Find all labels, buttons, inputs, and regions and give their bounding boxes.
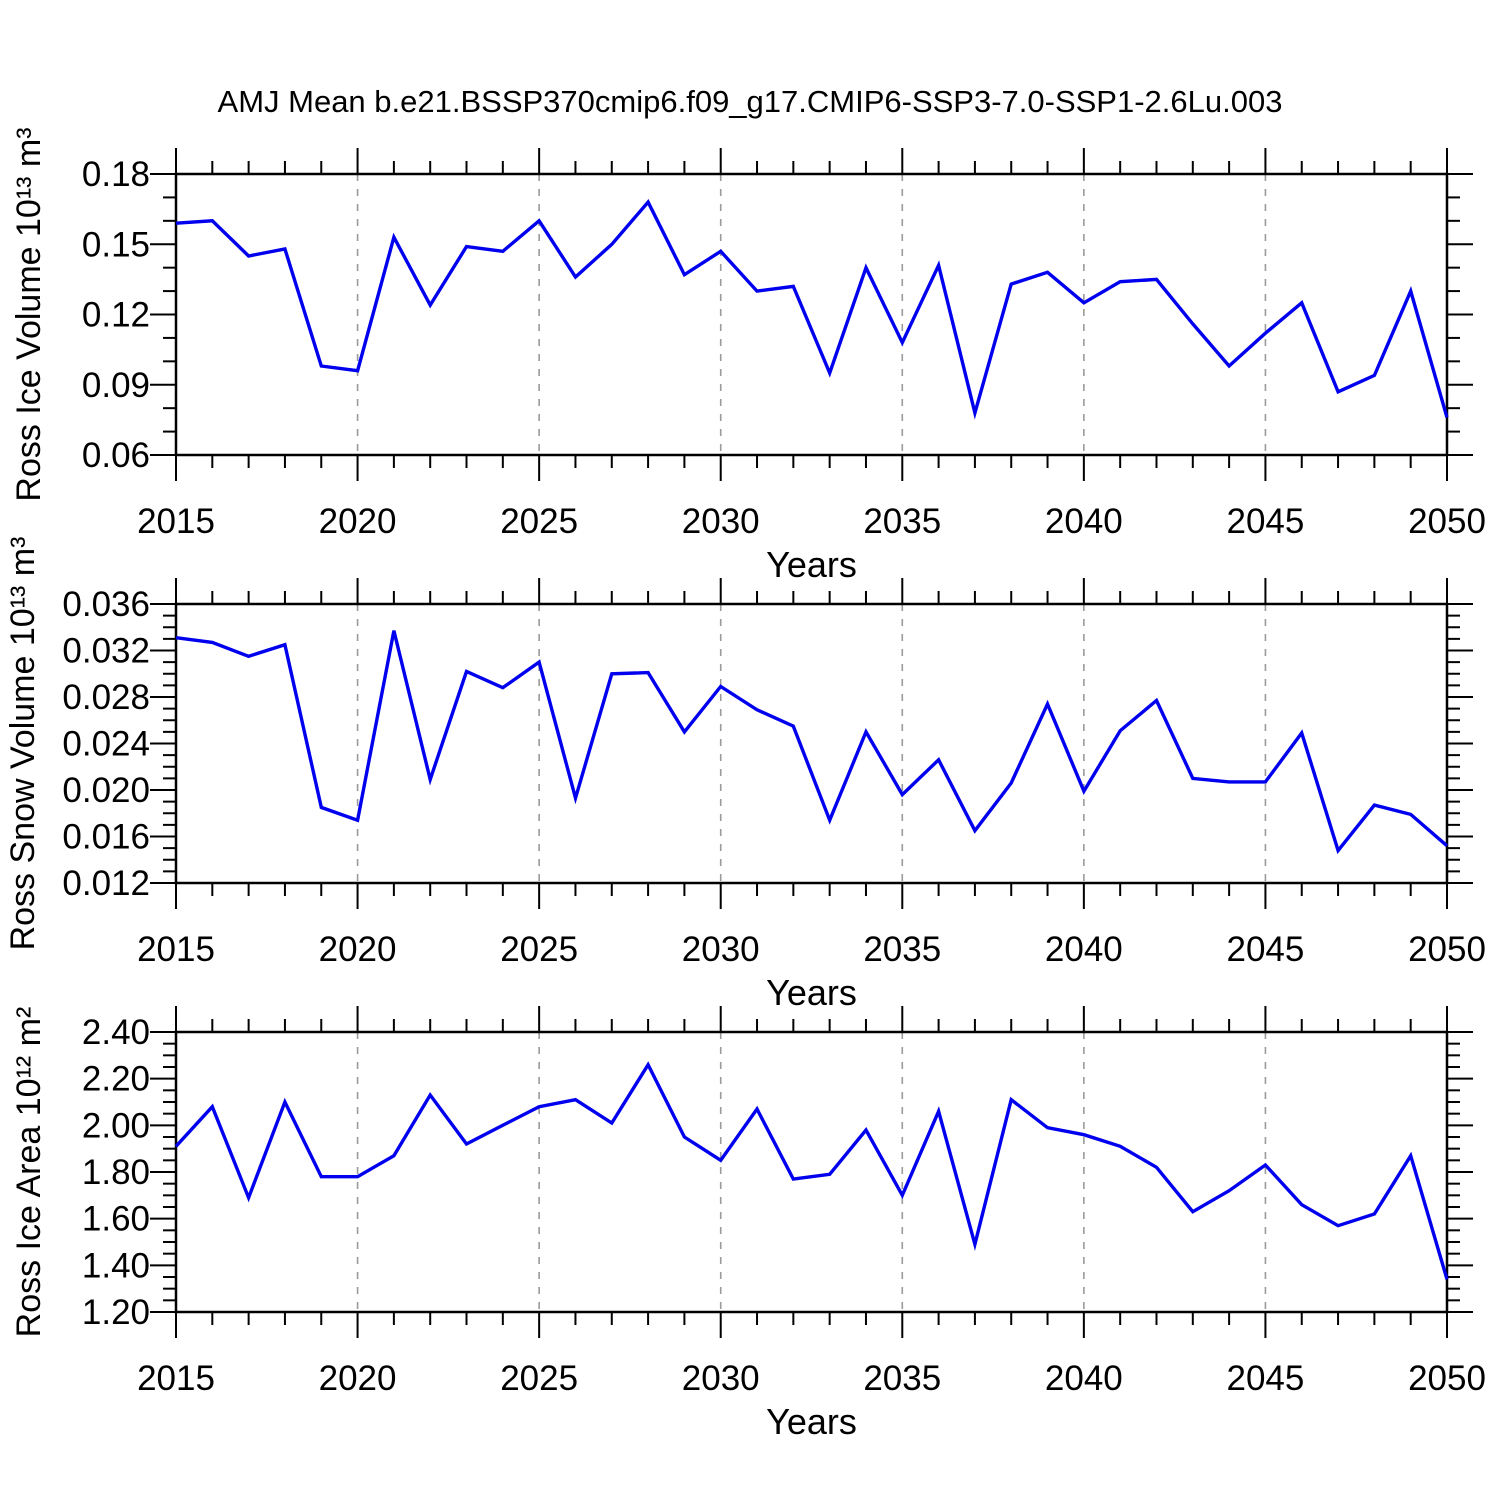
y-ticks [150,173,1473,456]
svg-text:2025: 2025 [500,930,578,969]
svg-text:1.20: 1.20 [82,1293,150,1332]
svg-text:1.60: 1.60 [82,1200,150,1239]
svg-text:2.00: 2.00 [82,1106,150,1145]
y-ticks [150,1031,1473,1313]
svg-text:0.024: 0.024 [62,725,150,764]
svg-text:2045: 2045 [1226,502,1304,541]
plot-frame [174,172,1449,457]
svg-text:0.016: 0.016 [62,818,150,857]
svg-text:1.40: 1.40 [82,1246,150,1285]
svg-text:2035: 2035 [863,930,941,969]
svg-text:0.12: 0.12 [82,296,150,335]
x-axis-title: Years [766,972,857,1013]
svg-text:2020: 2020 [319,502,397,541]
svg-text:1.80: 1.80 [82,1153,150,1192]
figure-title: AMJ Mean b.e21.BSSP370cmip6.f09_g17.CMIP… [217,84,1283,119]
plot-frame [174,602,1449,885]
x-axis-title: Years [766,544,857,585]
y-tick-labels: 1.20 1.40 1.60 1.80 2.00 2.20 2.40 [82,1013,150,1332]
gridlines [356,174,1267,455]
chart-ross-ice-volume: 0.06 0.09 0.12 0.15 0.18 2015 2020 2025 2030 2035… [10,127,1486,585]
gridlines [356,1032,1267,1312]
svg-text:0.020: 0.020 [62,771,150,810]
svg-text:0.032: 0.032 [62,632,150,671]
svg-text:0.012: 0.012 [62,864,150,903]
svg-text:0.036: 0.036 [62,585,150,624]
x-tick-labels: 2015 2020 2025 2030 2035 2040 2045 2050 [137,502,1486,541]
svg-text:2050: 2050 [1408,930,1486,969]
svg-text:2045: 2045 [1226,1359,1304,1398]
svg-text:2040: 2040 [1045,930,1123,969]
x-tick-labels: 2015 2020 2025 2030 2035 2040 2045 2050 [137,930,1486,969]
x-tick-labels: 2015 2020 2025 2030 2035 2040 2045 2050 [137,1359,1486,1398]
y-axis-title: Ross Ice Area 10¹² m² [10,1007,48,1338]
svg-text:2030: 2030 [682,502,760,541]
svg-text:2040: 2040 [1045,502,1123,541]
svg-text:2045: 2045 [1226,930,1304,969]
x-ticks [175,1006,1448,1338]
svg-text:2035: 2035 [863,1359,941,1398]
y-tick-labels: 0.06 0.09 0.12 0.15 0.18 [82,155,150,475]
x-ticks [175,578,1448,909]
y-axis-title: Ross Snow Volume 10¹³ m³ [4,537,42,951]
svg-text:2025: 2025 [500,1359,578,1398]
svg-text:2025: 2025 [500,502,578,541]
svg-text:2030: 2030 [682,930,760,969]
svg-text:2.20: 2.20 [82,1060,150,1099]
series-line [174,1061,1449,1280]
svg-text:0.06: 0.06 [82,436,150,475]
series-line [175,199,1449,420]
y-tick-labels: 0.012 0.016 0.020 0.024 0.028 0.032 0.036 [62,585,150,903]
y-ticks [150,603,1473,884]
gridlines [356,604,1267,883]
svg-text:2020: 2020 [319,930,397,969]
svg-text:2015: 2015 [137,930,215,969]
y-axis-title: Ross Ice Volume 10¹³ m³ [10,127,48,501]
svg-text:2050: 2050 [1408,1359,1486,1398]
svg-text:0.028: 0.028 [62,678,150,717]
svg-text:0.09: 0.09 [82,366,150,405]
x-axis-title: Years [766,1401,857,1442]
svg-text:0.18: 0.18 [82,155,150,194]
svg-text:2050: 2050 [1408,502,1486,541]
x-ticks [175,148,1448,481]
svg-text:2.40: 2.40 [82,1013,150,1052]
svg-text:2030: 2030 [682,1359,760,1398]
svg-text:0.15: 0.15 [82,225,150,264]
svg-text:2020: 2020 [319,1359,397,1398]
series-line [175,630,1449,855]
plot-frame [174,1030,1449,1314]
svg-text:2040: 2040 [1045,1359,1123,1398]
svg-text:2015: 2015 [137,502,215,541]
chart-ross-ice-area: 1.20 1.40 1.60 1.80 2.00 2.20 2.40 2015 2020 2025… [10,1006,1486,1442]
svg-text:2015: 2015 [137,1359,215,1398]
svg-text:2035: 2035 [863,502,941,541]
